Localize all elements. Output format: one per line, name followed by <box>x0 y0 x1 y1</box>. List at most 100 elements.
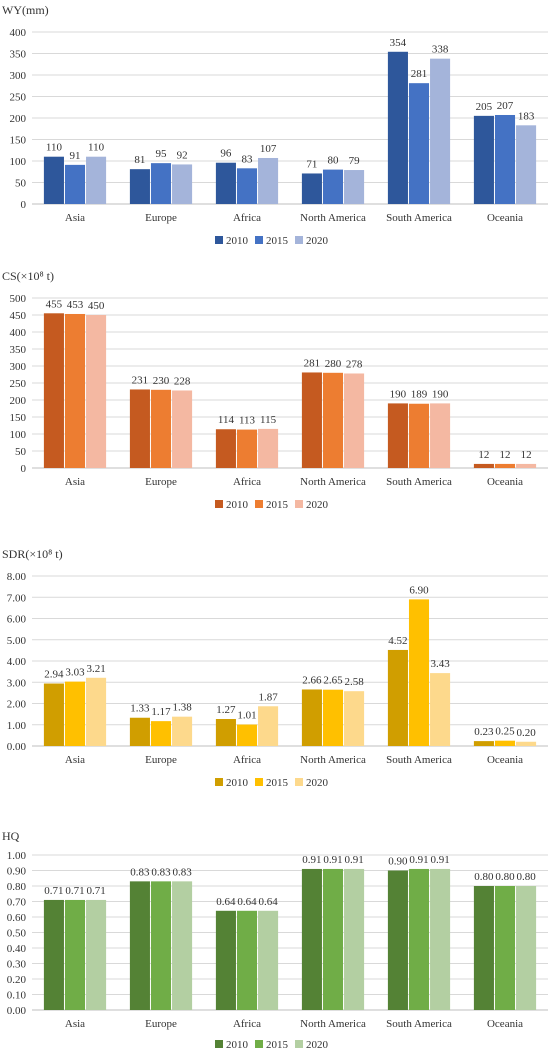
hq-legend-label-2015: 2015 <box>266 1039 289 1051</box>
cs-data-label: 190 <box>432 388 449 400</box>
cs-legend-label-2010: 2010 <box>226 499 249 511</box>
hq-y-tick-label: 0.10 <box>7 990 27 1002</box>
sdr-bar-oceania-2010 <box>473 741 494 746</box>
cs-y-tick-label: 150 <box>10 412 27 424</box>
cs-bar-oceania-2020 <box>516 463 537 468</box>
sdr-legend-swatch-2010 <box>215 778 223 786</box>
cs-bar-asia-2010 <box>43 313 64 468</box>
cs-bar-africa-2020 <box>258 428 279 468</box>
sdr-bar-north-america-2015 <box>322 689 344 746</box>
hq-bar-oceania-2020 <box>516 886 537 1010</box>
wy-bar-oceania-2020 <box>516 125 537 204</box>
wy-bar-oceania-2010 <box>473 115 494 204</box>
sdr-data-label: 1.87 <box>258 691 278 703</box>
wy-data-label: 205 <box>476 101 493 113</box>
cs-bar-oceania-2010 <box>473 463 494 468</box>
cs-bar-europe-2015 <box>150 389 172 468</box>
cs-x-tick-label: Asia <box>65 476 85 488</box>
cs-bar-south-america-2015 <box>408 403 430 468</box>
sdr-bar-asia-2015 <box>64 681 86 746</box>
hq-data-label: 0.80 <box>516 871 536 883</box>
wy-y-tick-label: 300 <box>10 70 27 82</box>
hq-bar-africa-2020 <box>258 910 279 1010</box>
sdr-data-label: 3.21 <box>86 663 105 675</box>
wy-data-label: 110 <box>46 142 63 154</box>
cs-bar-africa-2010 <box>215 429 236 468</box>
hq-bar-asia-2020 <box>86 899 107 1010</box>
sdr-y-axis-label: SDR(×10⁸ t) <box>2 547 63 561</box>
hq-chart-panel: HQ 0.00 0.10 0.20 0.30 0.40 0.50 0.60 0.70 0.80 0.… <box>0 800 550 1058</box>
hq-data-label: 0.71 <box>65 885 84 897</box>
cs-data-label: 115 <box>260 414 277 426</box>
hq-data-label: 0.64 <box>258 896 278 908</box>
hq-bar-north-america-2010 <box>301 868 322 1010</box>
cs-x-tick-label: Oceania <box>487 476 523 488</box>
wy-x-tick-label: Africa <box>233 212 261 224</box>
hq-data-label: 0.91 <box>409 854 428 866</box>
wy-bar-oceania-2015 <box>494 114 516 204</box>
hq-y-tick-label: 0.60 <box>7 912 27 924</box>
wy-data-label: 71 <box>306 158 317 170</box>
hq-bar-asia-2015 <box>64 899 86 1010</box>
cs-bar-north-america-2020 <box>344 373 365 468</box>
hq-data-label: 0.71 <box>86 885 105 897</box>
wy-data-label: 91 <box>70 150 81 162</box>
cs-data-label: 453 <box>67 299 84 311</box>
cs-data-label: 455 <box>46 298 63 310</box>
hq-y-tick-label: 1.00 <box>7 850 27 862</box>
cs-data-label: 113 <box>239 415 256 427</box>
hq-bar-oceania-2015 <box>494 886 516 1010</box>
sdr-bar-europe-2020 <box>172 716 193 746</box>
hq-data-label: 0.83 <box>130 866 150 878</box>
cs-data-label: 231 <box>132 374 149 386</box>
cs-data-label: 281 <box>304 357 321 369</box>
sdr-legend-label-2015: 2015 <box>266 777 289 789</box>
wy-legend-label-2015: 2015 <box>266 235 289 247</box>
cs-y-axis-label: CS(×10⁸ t) <box>2 269 54 283</box>
sdr-bar-south-america-2010 <box>387 649 408 746</box>
wy-data-label: 107 <box>260 143 277 155</box>
hq-y-tick-label: 0.70 <box>7 897 27 909</box>
wy-x-tick-label: South America <box>386 212 452 224</box>
cs-y-tick-label: 50 <box>15 446 27 458</box>
wy-data-label: 92 <box>177 149 188 161</box>
cs-data-label: 12 <box>500 449 511 461</box>
wy-x-tick-label: Europe <box>145 212 177 224</box>
sdr-data-label: 0.20 <box>516 727 536 739</box>
cs-bar-asia-2015 <box>64 313 86 468</box>
wy-y-tick-label: 200 <box>10 113 27 125</box>
cs-data-label: 280 <box>325 358 342 370</box>
sdr-y-tick-label: 6.00 <box>7 614 27 626</box>
wy-x-tick-label: North America <box>300 212 366 224</box>
cs-y-tick-label: 350 <box>10 344 27 356</box>
sdr-bar-africa-2020 <box>258 706 279 746</box>
sdr-data-label: 1.27 <box>216 704 236 716</box>
cs-legend-swatch-2020 <box>295 500 303 508</box>
wy-bar-africa-2015 <box>236 168 258 204</box>
wy-bar-south-america-2015 <box>408 83 430 204</box>
wy-data-label: 354 <box>390 37 407 49</box>
sdr-data-label: 1.17 <box>151 706 171 718</box>
wy-data-label: 81 <box>134 154 145 166</box>
cs-y-tick-label: 300 <box>10 361 27 373</box>
cs-y-tick-label: 400 <box>10 327 27 339</box>
cs-legend-label-2015: 2015 <box>266 499 289 511</box>
sdr-data-label: 0.23 <box>474 726 494 738</box>
cs-y-tick-label: 250 <box>10 378 27 390</box>
sdr-data-label: 2.65 <box>323 675 343 687</box>
sdr-legend-label-2010: 2010 <box>226 777 249 789</box>
hq-data-label: 0.91 <box>344 854 363 866</box>
cs-data-label: 12 <box>478 449 489 461</box>
hq-bar-south-america-2015 <box>408 868 430 1010</box>
cs-chart-panel: CS(×10⁸ t) 0 50 100 150 200 250 300 350 400 450 500… <box>0 264 550 524</box>
wy-data-label: 80 <box>328 155 340 167</box>
hq-y-tick-label: 0.40 <box>7 943 27 955</box>
hq-legend-swatch-2015 <box>255 1040 263 1048</box>
hq-bar-south-america-2010 <box>387 870 408 1010</box>
sdr-bar-africa-2015 <box>236 724 258 746</box>
hq-bar-europe-2015 <box>150 881 172 1010</box>
cs-data-label: 12 <box>521 449 532 461</box>
wy-x-tick-label: Asia <box>65 212 85 224</box>
hq-bar-africa-2015 <box>236 910 258 1010</box>
sdr-bar-oceania-2020 <box>516 741 537 746</box>
